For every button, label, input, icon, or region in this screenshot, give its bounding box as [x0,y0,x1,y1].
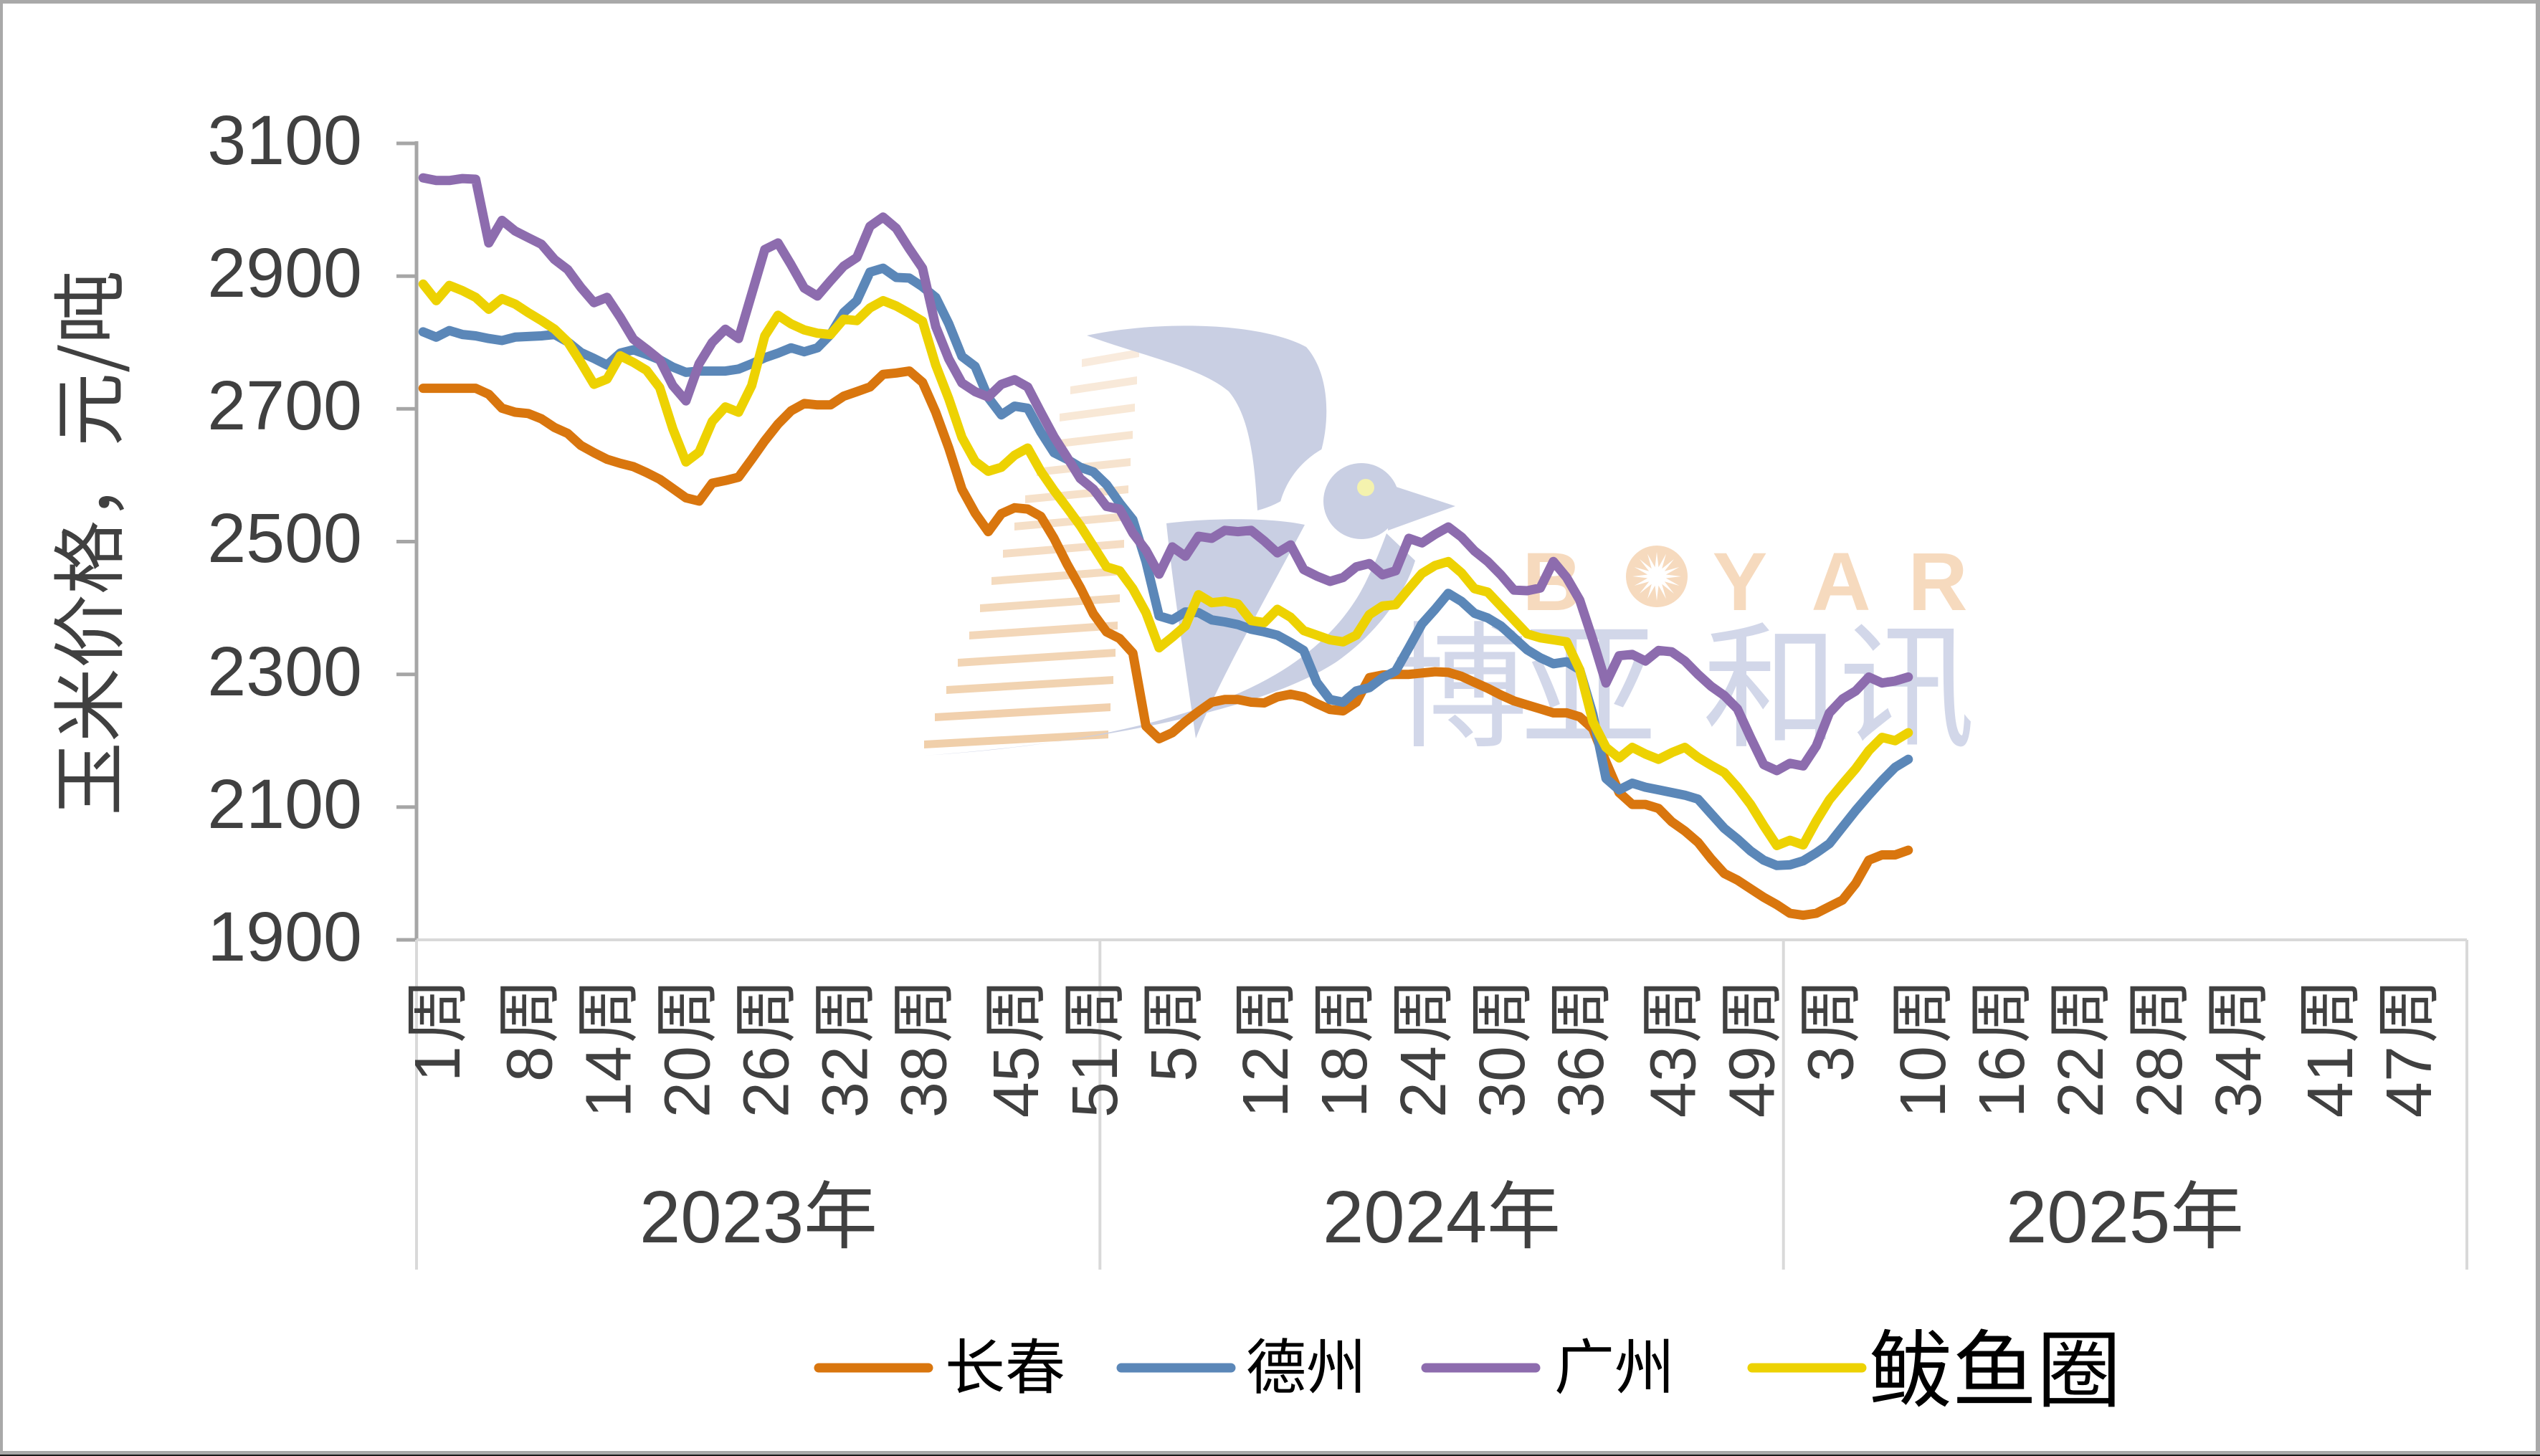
svg-text:18: 18 [1309,1046,1381,1118]
svg-text:2025: 2025 [2006,1176,2170,1258]
svg-text:8: 8 [495,1046,566,1082]
svg-text:2900: 2900 [207,234,362,312]
svg-text:2500: 2500 [207,499,362,577]
svg-text:51: 51 [1060,1046,1131,1118]
svg-text:2300: 2300 [207,632,362,710]
svg-text:2024: 2024 [1323,1176,1487,1258]
svg-text:14: 14 [574,1046,645,1118]
svg-text:Y: Y [1713,536,1768,628]
svg-text:36: 36 [1546,1046,1617,1118]
svg-text:3: 3 [1796,1046,1868,1082]
svg-text:2700: 2700 [207,366,362,444]
svg-text:1: 1 [402,1046,474,1082]
svg-text:47: 47 [2374,1046,2445,1118]
svg-text:16: 16 [1966,1046,2038,1118]
svg-text:3100: 3100 [207,101,362,179]
svg-text:A: A [1811,536,1870,628]
svg-text:10: 10 [1888,1046,1959,1118]
svg-text:30: 30 [1467,1046,1538,1118]
svg-text:43: 43 [1638,1046,1710,1118]
svg-text:28: 28 [2124,1046,2196,1118]
svg-text:34: 34 [2203,1046,2275,1118]
svg-text:12: 12 [1230,1046,1302,1118]
svg-text:49: 49 [1717,1046,1789,1118]
svg-text:32: 32 [810,1046,882,1118]
svg-text:5: 5 [1138,1046,1210,1082]
svg-text:24: 24 [1388,1046,1460,1118]
svg-text:26: 26 [731,1046,803,1118]
svg-text:2100: 2100 [207,765,362,843]
svg-text:2023: 2023 [639,1176,804,1258]
svg-text:38: 38 [889,1046,961,1118]
svg-text:45: 45 [981,1046,1052,1118]
svg-text:41: 41 [2295,1046,2367,1118]
svg-text:22: 22 [2045,1046,2117,1118]
svg-text:20: 20 [652,1046,724,1118]
svg-text:1900: 1900 [207,898,362,976]
svg-text:R: R [1908,536,1967,628]
